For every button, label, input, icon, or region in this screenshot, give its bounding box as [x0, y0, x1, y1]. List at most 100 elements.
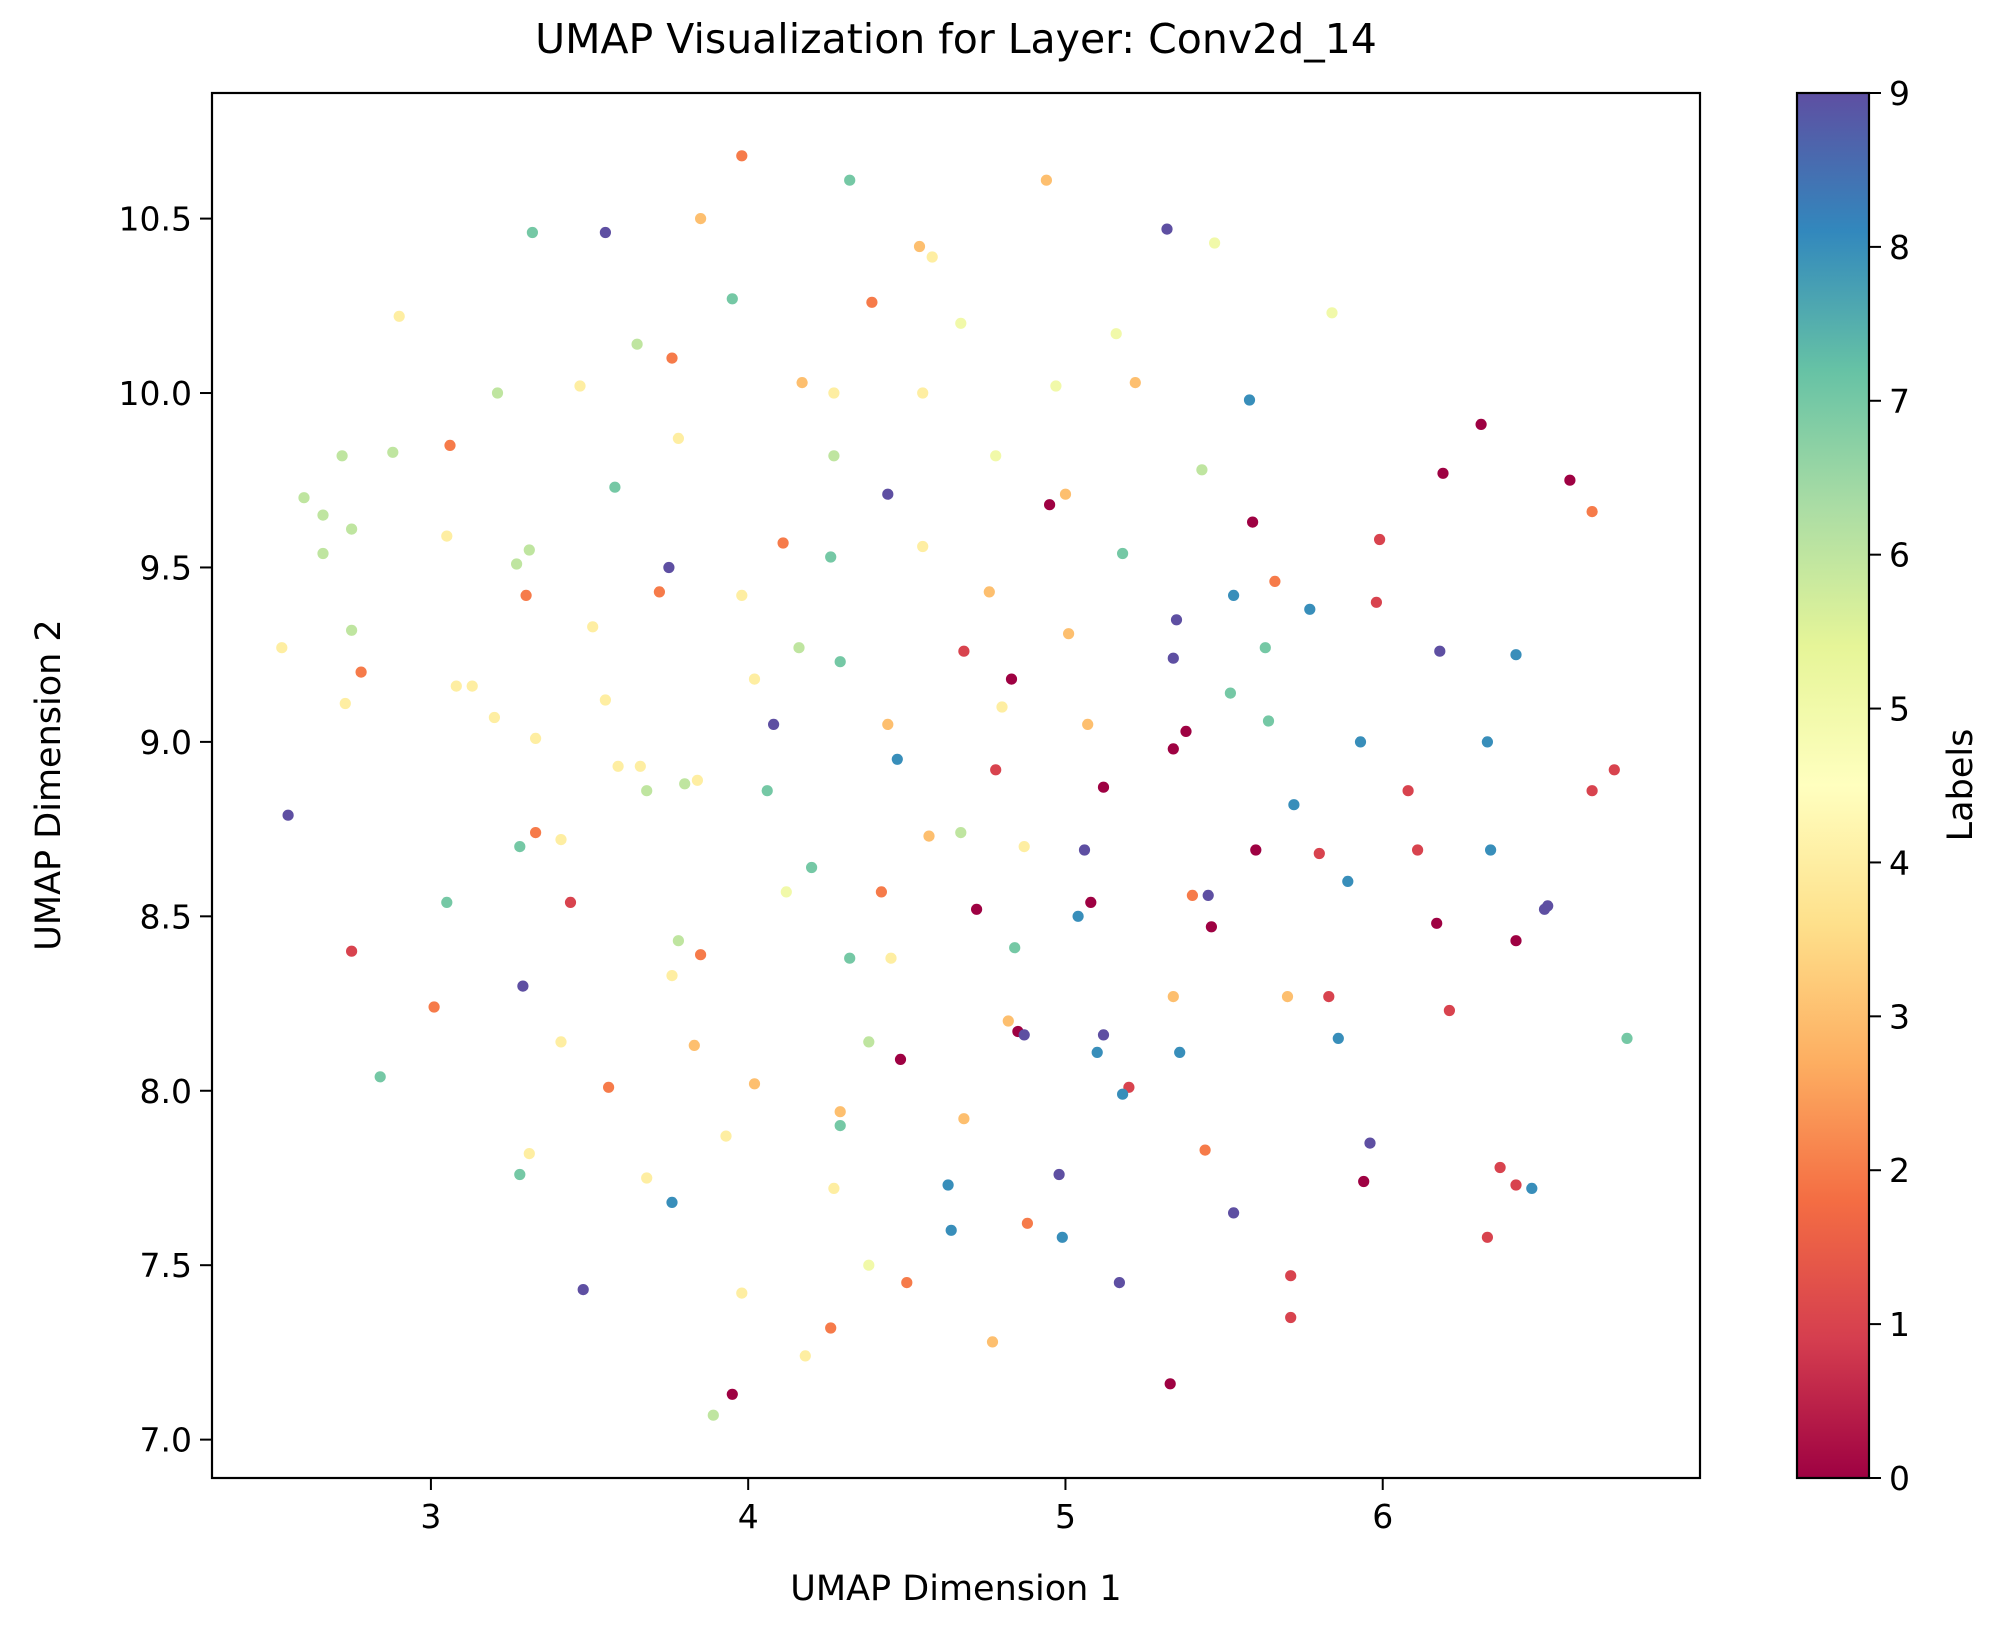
- scatter-point: [1113, 1277, 1125, 1289]
- scatter-point: [1485, 844, 1497, 856]
- scatter-point: [1313, 847, 1325, 860]
- x-axis-ticks: 3 4 5 6: [420, 1478, 1393, 1536]
- chart-title: UMAP Visualization for Layer: Conv2d_14: [535, 15, 1377, 63]
- colorbar-label: Labels: [1941, 729, 1981, 842]
- scatter-point: [450, 680, 462, 692]
- scatter-point: [945, 1224, 957, 1236]
- scatter-point: [1170, 614, 1183, 626]
- scatter-point: [530, 827, 542, 839]
- scatter-point: [844, 174, 856, 186]
- scatter-point: [958, 1113, 970, 1125]
- scatter-point: [1186, 889, 1198, 902]
- scatter-point: [882, 718, 894, 731]
- scatter-point: [1053, 1168, 1065, 1181]
- scatter-point: [926, 251, 938, 263]
- colorbar: [1795, 91, 1871, 1480]
- scatter-point: [663, 561, 675, 574]
- scatter-point: [1167, 743, 1179, 755]
- scatter-point: [374, 1071, 386, 1083]
- scatter-point: [276, 642, 288, 654]
- scatter-point: [1199, 1144, 1211, 1156]
- scatter-point: [695, 949, 707, 961]
- scatter-point: [1621, 1032, 1633, 1044]
- scatter-point: [339, 697, 351, 710]
- scatter-point: [1586, 506, 1598, 518]
- x-tick-label: 5: [1055, 1497, 1076, 1536]
- scatter-point: [942, 1179, 954, 1191]
- scatter-point: [1018, 841, 1030, 853]
- scatter-point: [672, 432, 685, 444]
- scatter-point: [1050, 380, 1062, 392]
- scatter-point: [441, 896, 453, 909]
- scatter-point: [688, 1039, 700, 1051]
- scatter-point: [666, 970, 678, 982]
- scatter-point: [1262, 715, 1275, 727]
- scatter-point: [1078, 844, 1091, 856]
- colorbar-tick-label: 5: [1889, 690, 1910, 729]
- scatter-point: [761, 785, 773, 797]
- scatter-point: [958, 645, 970, 657]
- scatter-point: [1097, 1029, 1110, 1041]
- scatter-point: [634, 760, 646, 772]
- scatter-point: [526, 226, 539, 239]
- scatter-point: [834, 1120, 846, 1132]
- scatter-point: [990, 764, 1002, 776]
- scatter-point: [666, 1196, 678, 1208]
- scatter-point: [1437, 467, 1449, 479]
- scatter-point: [298, 492, 310, 504]
- scatter-point: [834, 1106, 846, 1118]
- scatter-point: [672, 935, 685, 947]
- scatter-point: [1323, 991, 1335, 1003]
- x-tick-label: 6: [1372, 1497, 1393, 1536]
- scatter-point: [917, 540, 929, 553]
- scatter-point: [1161, 223, 1173, 235]
- scatter-point: [514, 1168, 526, 1181]
- scatter-point: [1224, 687, 1236, 699]
- scatter-point: [834, 656, 846, 668]
- scatter-point: [1059, 488, 1072, 500]
- scatter-point: [901, 1277, 913, 1289]
- scatter-point: [736, 1287, 748, 1299]
- scatter-point: [346, 624, 358, 636]
- scatter-point: [428, 1001, 440, 1013]
- scatter-point: [336, 450, 348, 462]
- scatter-point: [1129, 377, 1141, 389]
- scatter-point: [1021, 1217, 1033, 1229]
- scatter-point: [825, 1322, 837, 1334]
- scatter-point: [666, 352, 678, 364]
- scatter-point: [599, 226, 612, 239]
- scatter-point: [796, 377, 808, 389]
- scatter-point: [748, 1078, 761, 1090]
- scatter-point: [346, 523, 358, 535]
- scatter-point: [1117, 547, 1129, 560]
- scatter-point: [828, 1182, 840, 1194]
- scatter-point: [768, 718, 780, 731]
- scatter-point: [523, 1148, 535, 1160]
- scatter-point: [1063, 628, 1075, 640]
- scatter-point: [1481, 1231, 1493, 1243]
- scatter-point: [510, 558, 523, 570]
- scatter-point: [955, 317, 967, 329]
- scatter-point: [1005, 673, 1018, 685]
- y-tick-label: 8.5: [140, 897, 192, 936]
- y-tick-label: 7.5: [140, 1246, 192, 1285]
- scatter-point: [1002, 1015, 1014, 1027]
- scatter-point: [1164, 1378, 1176, 1390]
- scatter-point: [317, 509, 329, 521]
- y-tick-label: 8.0: [140, 1072, 192, 1111]
- scatter-point: [1202, 889, 1214, 902]
- scatter-point: [1009, 942, 1021, 954]
- plot-area-frame: [210, 91, 1702, 1480]
- colorbar-tick-label: 9: [1889, 74, 1910, 113]
- scatter-point: [748, 673, 761, 685]
- scatter-point: [1018, 1029, 1030, 1041]
- scatter-point: [825, 551, 837, 563]
- scatter-point: [1040, 174, 1052, 186]
- scatter-point: [1542, 900, 1554, 912]
- y-tick-label: 10.0: [119, 374, 192, 413]
- x-axis-label: UMAP Dimension 1: [790, 1569, 1121, 1609]
- scatter-point: [577, 1284, 589, 1296]
- scatter-point: [282, 809, 294, 821]
- scatter-point: [514, 841, 526, 853]
- scatter-point: [1510, 935, 1522, 947]
